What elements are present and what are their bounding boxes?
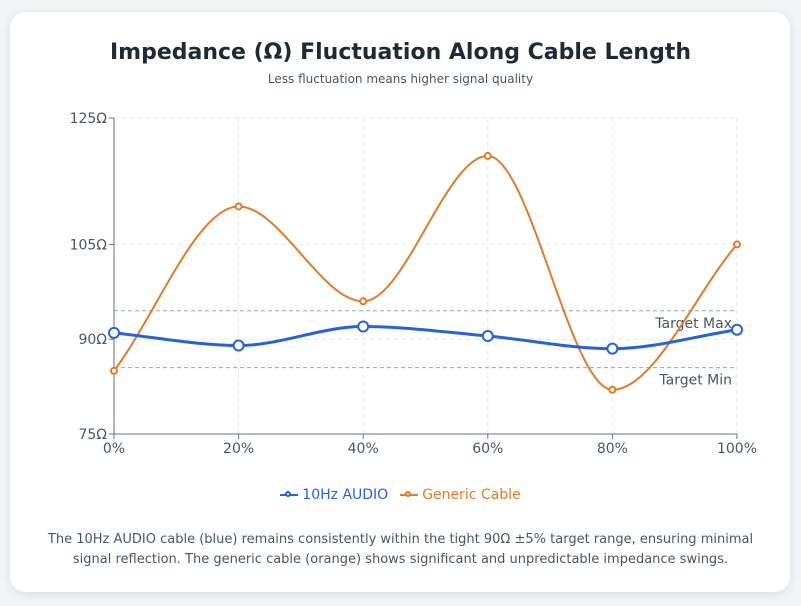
x-tick-label: 80% xyxy=(597,441,628,457)
x-tick-label: 40% xyxy=(348,441,379,457)
y-tick-label: 105Ω xyxy=(70,237,108,253)
x-tick-label: 100% xyxy=(717,441,757,457)
reference-label-target-max: Target Max xyxy=(654,316,732,332)
legend-label-10hz-audio: 10Hz AUDIO xyxy=(302,487,389,503)
data-point-10hz-audio xyxy=(232,339,245,352)
y-tick-label: 75Ω xyxy=(78,427,107,443)
x-tick-label: 60% xyxy=(472,441,503,457)
chart-subtitle: Less fluctuation means higher signal qua… xyxy=(267,72,534,86)
data-point-generic-cable xyxy=(234,202,243,211)
data-point-generic-cable xyxy=(733,240,741,249)
data-point-generic-cable xyxy=(483,151,492,160)
legend-item-generic-cable[interactable]: Generic Cable xyxy=(400,487,521,503)
data-point-generic-cable xyxy=(110,366,118,375)
data-point-10hz-audio xyxy=(481,330,494,343)
data-point-10hz-audio xyxy=(357,320,370,333)
chart-card xyxy=(10,12,790,592)
data-point-10hz-audio xyxy=(731,323,743,336)
legend-label-generic-cable: Generic Cable xyxy=(422,487,521,503)
series-line-generic-cable xyxy=(113,154,738,391)
chart-title: Impedance (Ω) Fluctuation Along Cable Le… xyxy=(109,40,692,65)
data-point-generic-cable xyxy=(608,385,617,394)
x-tick-label: 20% xyxy=(223,441,254,457)
reference-label-target-min: Target Min xyxy=(658,373,732,389)
x-tick-label: 0% xyxy=(103,441,125,457)
y-tick-label: 125Ω xyxy=(70,111,108,127)
data-point-10hz-audio xyxy=(108,326,120,339)
y-tick-label: 90Ω xyxy=(78,332,107,348)
legend-item-10hz-audio[interactable]: 10Hz AUDIO xyxy=(280,487,388,503)
data-point-10hz-audio xyxy=(606,342,619,355)
chart-footnote: The 10Hz AUDIO cable (blue) remains cons… xyxy=(47,532,754,567)
chart-legend: 10Hz AUDIO Generic Cable xyxy=(0,487,801,503)
legend-swatch-generic-cable xyxy=(400,490,419,500)
legend-swatch-10hz-audio xyxy=(280,490,299,500)
series-line-10hz-audio xyxy=(113,325,738,351)
data-point-generic-cable xyxy=(359,297,368,306)
